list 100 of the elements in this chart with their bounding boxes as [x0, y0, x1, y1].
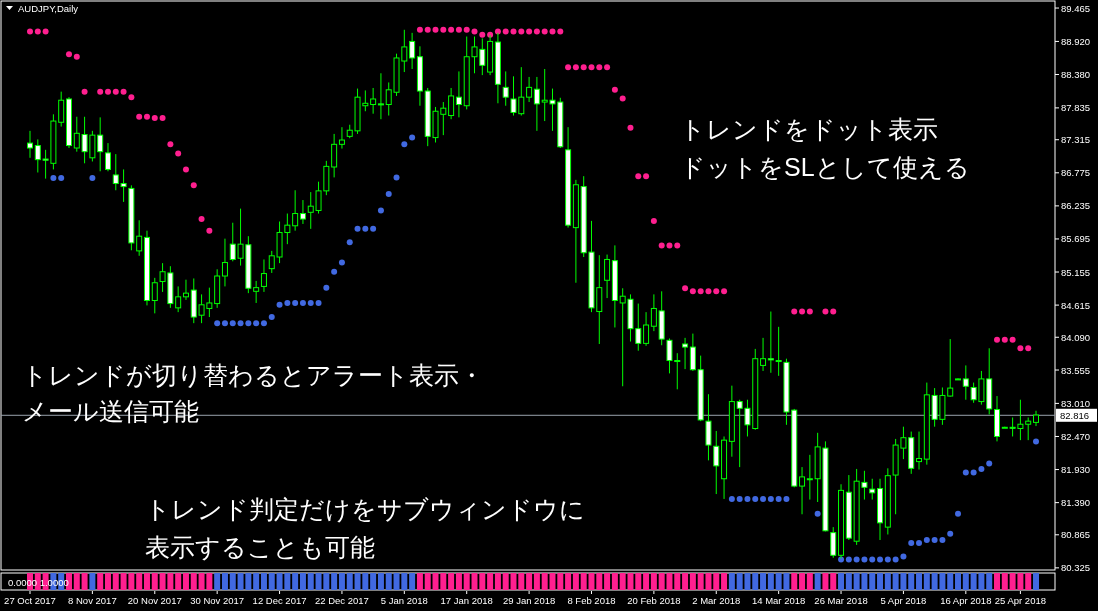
candlestick — [331, 133, 338, 178]
x-tick-label: 16 Apr 2018 — [940, 595, 992, 606]
candlestick — [104, 142, 111, 172]
candlestick — [767, 311, 774, 374]
point — [877, 556, 884, 563]
point — [393, 174, 400, 181]
y-tick-label: 86.775 — [1061, 167, 1091, 179]
candlestick — [533, 76, 540, 132]
point — [284, 299, 291, 306]
point — [89, 175, 96, 182]
point — [908, 540, 915, 547]
point — [783, 495, 790, 502]
x-tick-label: 26 Mar 2018 — [814, 595, 868, 606]
point — [931, 536, 938, 543]
point — [760, 495, 767, 502]
y-tick-label: 84.090 — [1061, 331, 1091, 343]
point — [861, 556, 868, 563]
annotation: ドットをSLとして使える — [680, 153, 970, 181]
point — [370, 225, 377, 232]
candlestick — [221, 238, 228, 287]
candlestick — [370, 87, 377, 115]
candlestick — [151, 277, 158, 314]
point — [331, 268, 338, 275]
point — [237, 320, 244, 327]
x-tick-label: 2 Mar 2018 — [692, 595, 741, 606]
point — [338, 259, 345, 266]
point — [221, 320, 228, 327]
point — [276, 301, 283, 308]
candlestick — [292, 189, 299, 232]
candlestick — [260, 258, 267, 293]
x-tick-label: 29 Jan 2018 — [502, 595, 556, 606]
y-tick-label: 81.390 — [1061, 497, 1091, 509]
x-tick-label: 22 Dec 2017 — [315, 595, 369, 606]
point — [1033, 438, 1039, 445]
x-tick-label: 20 Feb 2018 — [627, 595, 681, 606]
annotation: トレンドをドット表示 — [680, 115, 938, 143]
candlestick — [27, 130, 33, 159]
candlestick — [775, 326, 782, 377]
candlestick — [409, 32, 416, 70]
point — [292, 299, 299, 306]
annotation: トレンド判定だけをサブウィンドウに — [145, 495, 585, 523]
y-tick-label: 82.470 — [1061, 430, 1091, 442]
candlestick — [338, 126, 345, 150]
point — [978, 465, 985, 472]
annotation: メール送信可能 — [22, 397, 199, 425]
annotation: 表示することも可能 — [145, 533, 375, 561]
x-tick-label: 17 Jan 2018 — [440, 595, 493, 606]
point — [900, 553, 907, 560]
y-tick-label: 84.615 — [1061, 299, 1091, 311]
candlestick — [682, 337, 689, 370]
point — [884, 556, 891, 563]
candlestick — [604, 254, 611, 299]
point — [986, 460, 993, 467]
y-tick-label: 80.325 — [1061, 562, 1091, 574]
point — [962, 469, 969, 476]
y-tick-label: 86.235 — [1061, 200, 1091, 212]
point — [744, 495, 751, 502]
point — [814, 510, 821, 517]
point — [869, 556, 876, 563]
x-tick-label: 5 Jan 2018 — [380, 595, 428, 606]
y-tick-label: 88.380 — [1061, 69, 1091, 80]
candlestick — [650, 293, 657, 332]
point — [245, 320, 252, 327]
chart-title: AUDJPY,Daily — [18, 3, 79, 14]
x-tick-label: 14 Mar 2018 — [751, 595, 806, 606]
point — [970, 469, 977, 476]
x-tick-label: 20 Nov 2017 — [127, 595, 182, 606]
point — [916, 540, 923, 547]
y-tick-label: 85.155 — [1061, 266, 1091, 278]
annotation: トレンドが切り替わるとアラート表示・ — [22, 361, 484, 389]
point — [354, 225, 361, 232]
x-tick-label: 8 Nov 2017 — [68, 595, 117, 606]
point — [401, 141, 408, 148]
y-tick-label: 88.920 — [1061, 35, 1091, 47]
point — [307, 299, 314, 306]
candlestick — [760, 337, 767, 372]
point — [346, 239, 353, 246]
candlestick — [962, 364, 969, 401]
point — [58, 175, 65, 182]
x-tick-label: 5 Apr 2018 — [880, 595, 927, 606]
candlestick — [526, 76, 533, 103]
point — [229, 320, 236, 327]
candlestick — [448, 87, 455, 120]
x-tick-label: 8 Feb 2018 — [567, 595, 616, 606]
point — [955, 510, 962, 517]
x-tick-label: 25 Apr 2018 — [994, 595, 1047, 606]
candlestick — [377, 72, 384, 120]
point — [315, 299, 322, 306]
y-tick-label: 83.010 — [1061, 397, 1091, 409]
point — [50, 175, 57, 182]
point — [947, 530, 954, 537]
point — [323, 284, 330, 291]
point — [728, 495, 735, 502]
x-tick-label: 27 Oct 2017 — [4, 595, 56, 606]
point — [385, 190, 392, 197]
candlestick — [689, 333, 696, 372]
candlestick — [705, 393, 712, 461]
point — [377, 207, 384, 214]
point — [767, 495, 774, 502]
y-tick-label: 87.835 — [1061, 102, 1091, 114]
